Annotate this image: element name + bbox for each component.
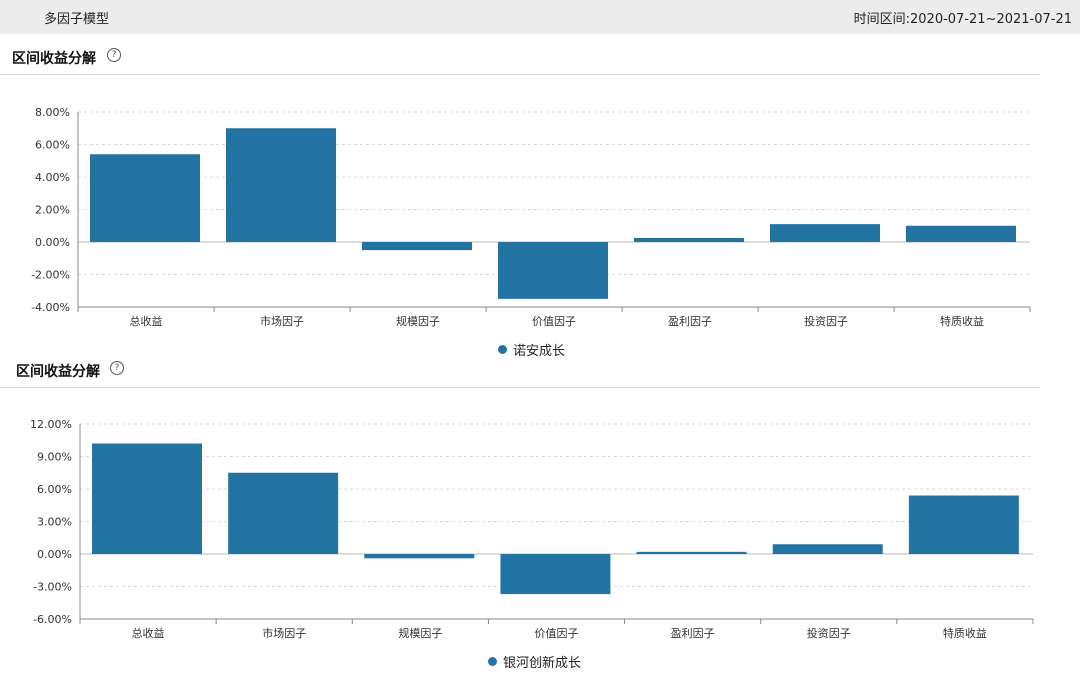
y-tick-label: 3.00% [37, 516, 72, 529]
legend-dot-1 [498, 345, 507, 354]
bar-6[interactable] [772, 544, 883, 554]
y-tick-label: 6.00% [37, 483, 72, 496]
y-tick-label: 0.00% [37, 548, 72, 561]
bar-1[interactable] [92, 443, 202, 555]
category-label: 特质收益 [940, 314, 984, 328]
legend-dot-2 [488, 657, 497, 666]
y-tick-label: -2.00% [31, 269, 70, 282]
category-label: 规模因子 [398, 626, 442, 640]
bar-1[interactable] [90, 154, 200, 242]
category-label: 投资因子 [807, 626, 851, 640]
panel-title-2: 区间收益分解 [16, 364, 100, 380]
bar-4[interactable] [500, 554, 611, 595]
legend-label-1: 诺安成长 [513, 344, 566, 359]
panel-header-2: 区间收益分解 ? [0, 347, 1040, 388]
app-title: 多因子模型 [44, 12, 110, 27]
category-label: 盈利因子 [671, 627, 715, 640]
bar-2[interactable] [228, 472, 339, 554]
question-circle-icon[interactable]: ? [107, 48, 121, 62]
legend-label-2: 银河创新成长 [503, 656, 582, 671]
y-tick-label: -4.00% [31, 301, 70, 314]
panel-header-1: 区间收益分解 ? [0, 34, 1040, 75]
y-tick-label: -6.00% [33, 613, 72, 626]
category-label: 价值因子 [532, 315, 576, 328]
legend-2[interactable]: 银河创新成长 [488, 652, 581, 671]
y-tick-label: 0.00% [35, 236, 70, 249]
bar-5[interactable] [636, 551, 747, 554]
bar-7[interactable] [908, 495, 1019, 555]
category-label: 投资因子 [804, 314, 848, 328]
bar-2[interactable] [226, 128, 336, 242]
panel-title-1: 区间收益分解 [12, 51, 96, 67]
bar-3[interactable] [362, 242, 472, 251]
bar-3[interactable] [364, 554, 475, 559]
y-tick-label: 9.00% [37, 451, 72, 464]
top-bar: 多因子模型 时间区间:2020-07-21~2021-07-21 [0, 0, 1080, 34]
y-tick-label: 2.00% [35, 204, 70, 217]
category-label: 盈利因子 [668, 315, 712, 328]
category-label: 规模因子 [396, 314, 440, 328]
category-label: 总收益 [130, 314, 163, 328]
y-tick-label: 8.00% [35, 106, 70, 119]
date-range-label: 时间区间:2020-07-21~2021-07-21 [853, 12, 1072, 27]
category-label: 市场因子 [260, 314, 304, 328]
category-label: 总收益 [132, 626, 165, 640]
y-tick-label: -3.00% [33, 581, 72, 594]
legend-1[interactable]: 诺安成长 [498, 340, 565, 359]
bar-6[interactable] [770, 224, 880, 242]
y-tick-label: 6.00% [35, 139, 70, 152]
bar-7[interactable] [906, 225, 1016, 242]
y-tick-label: 12.00% [30, 418, 72, 431]
bar-5[interactable] [634, 237, 744, 242]
question-circle-icon[interactable]: ? [110, 361, 124, 375]
bar-4[interactable] [498, 242, 608, 299]
category-label: 市场因子 [262, 626, 306, 640]
category-label: 价值因子 [535, 627, 579, 640]
y-tick-label: 4.00% [35, 171, 70, 184]
category-label: 特质收益 [943, 626, 987, 640]
